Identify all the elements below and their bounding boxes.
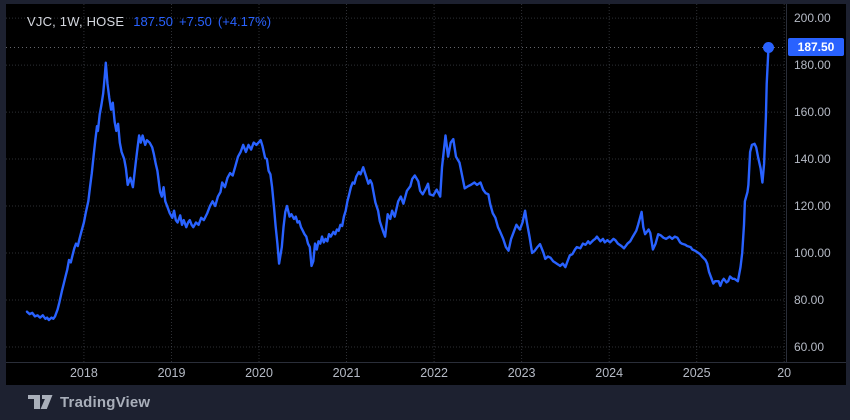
time-axis-label: 2020	[245, 366, 273, 380]
price-line-chart	[6, 4, 786, 362]
symbol-title: VJC, 1W, HOSE	[27, 14, 125, 29]
price-axis-label: 180.00	[794, 58, 831, 73]
time-axis-label: 20	[777, 366, 792, 380]
price-axis-label: 120.00	[794, 199, 831, 214]
time-axis-label: 2021	[332, 366, 361, 380]
time-axis-label: 2024	[595, 366, 624, 380]
time-axis-label: 2022	[420, 366, 448, 380]
price-axis-label: 60.00	[794, 339, 825, 354]
tradingview-logo-text[interactable]: TradingView	[60, 394, 151, 411]
time-axis[interactable]: 2018 2019 2020 2021 2022 2023 2024 2025 20	[6, 362, 846, 386]
time-axis-label: 2018	[69, 366, 98, 380]
time-axis-label: 2019	[157, 366, 186, 380]
price-axis-label: 80.00	[794, 292, 825, 307]
price-axis-label: 100.00	[794, 246, 831, 260]
price-axis-label: 160.00	[794, 105, 831, 120]
last-price-value: 187.50	[133, 14, 173, 29]
last-price-badge: 187.50	[788, 38, 844, 57]
price-series-line	[25, 46, 770, 322]
symbol-legend[interactable]: VJC, 1W, HOSE 187.50 +7.50 (+4.17%)	[27, 14, 271, 29]
price-change: +7.50	[179, 14, 212, 29]
price-change-percent: (+4.17%)	[217, 14, 272, 29]
last-price-marker	[763, 42, 774, 53]
time-axis-label: 2023	[507, 366, 536, 380]
time-axis-label: 2025	[682, 366, 711, 380]
price-axis-label: 200.00	[794, 11, 831, 26]
chart-pane[interactable]: VJC, 1W, HOSE 187.50 +7.50 (+4.17%)	[6, 4, 787, 362]
price-axis-label: 140.00	[794, 152, 831, 167]
tradingview-logo-icon[interactable]	[28, 395, 53, 410]
branding-bar: TradingView	[0, 385, 850, 420]
price-axis[interactable]: 187.50 200.00 180.00 160.00 140.00 120.00 100…	[787, 4, 846, 362]
